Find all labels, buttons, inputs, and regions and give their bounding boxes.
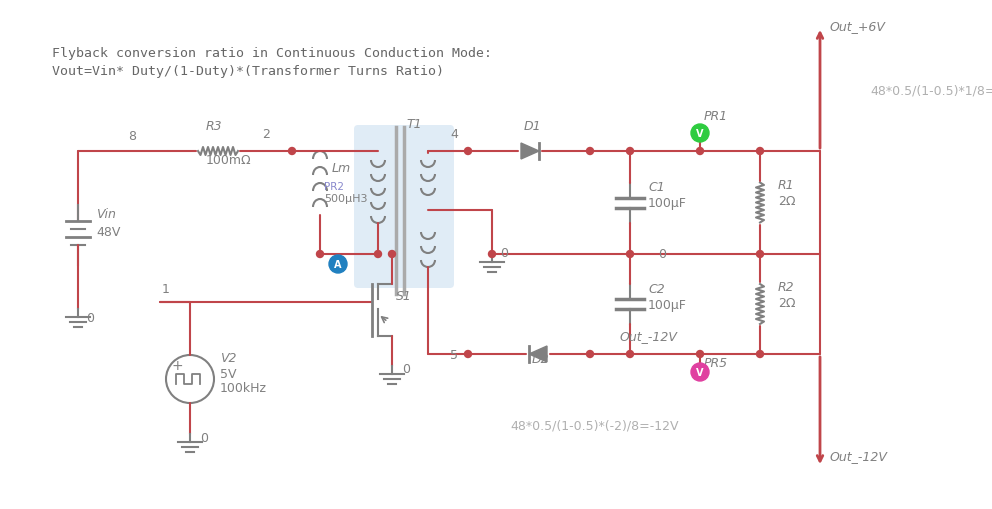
- Circle shape: [691, 363, 709, 381]
- Text: C1: C1: [648, 181, 665, 194]
- Circle shape: [691, 125, 709, 143]
- Circle shape: [627, 351, 634, 358]
- Text: PR2: PR2: [324, 182, 344, 191]
- Text: PR1: PR1: [704, 110, 728, 123]
- Text: 5V: 5V: [220, 367, 236, 380]
- Text: 4: 4: [450, 128, 458, 140]
- Text: D1: D1: [524, 120, 542, 133]
- Text: 5: 5: [450, 348, 458, 361]
- Text: 100μF: 100μF: [648, 298, 686, 312]
- Circle shape: [757, 148, 764, 155]
- Text: T1: T1: [406, 118, 422, 131]
- Text: PR5: PR5: [704, 356, 728, 369]
- Text: V: V: [696, 367, 703, 377]
- Text: Lm: Lm: [332, 162, 351, 175]
- Text: Out_+6V: Out_+6V: [830, 20, 886, 33]
- Text: V: V: [696, 129, 703, 139]
- Text: 2Ω: 2Ω: [778, 296, 796, 309]
- Circle shape: [757, 351, 764, 358]
- Text: 0: 0: [200, 431, 208, 444]
- Text: A: A: [334, 260, 342, 269]
- Polygon shape: [521, 144, 539, 160]
- Circle shape: [627, 148, 634, 155]
- Circle shape: [696, 148, 703, 155]
- Text: D2: D2: [532, 352, 550, 365]
- Text: Flyback conversion ratio in Continuous Conduction Mode:: Flyback conversion ratio in Continuous C…: [52, 47, 492, 60]
- Text: 2Ω: 2Ω: [778, 195, 796, 208]
- Circle shape: [464, 351, 471, 358]
- Circle shape: [316, 251, 323, 258]
- Text: 8: 8: [128, 130, 136, 143]
- Circle shape: [375, 251, 382, 258]
- Polygon shape: [529, 346, 547, 362]
- Text: Out_-12V: Out_-12V: [830, 449, 888, 462]
- Text: Out_-12V: Out_-12V: [620, 329, 678, 343]
- Text: 0: 0: [500, 246, 508, 260]
- Circle shape: [488, 251, 495, 258]
- Text: 0: 0: [402, 362, 410, 375]
- Text: 0: 0: [86, 312, 94, 324]
- Circle shape: [389, 251, 396, 258]
- Text: Vin: Vin: [96, 208, 116, 220]
- Text: 0: 0: [658, 247, 666, 261]
- Circle shape: [757, 251, 764, 258]
- Circle shape: [329, 256, 347, 273]
- Text: 100kHz: 100kHz: [220, 381, 267, 394]
- Text: C2: C2: [648, 282, 665, 295]
- Text: 48*0.5/(1-0.5)*1/8=6V: 48*0.5/(1-0.5)*1/8=6V: [870, 85, 992, 98]
- Text: 1: 1: [162, 282, 170, 295]
- Circle shape: [696, 351, 703, 358]
- Text: 48V: 48V: [96, 225, 120, 239]
- Text: 2: 2: [262, 128, 270, 140]
- Text: R2: R2: [778, 280, 795, 293]
- Circle shape: [289, 148, 296, 155]
- Text: 48*0.5/(1-0.5)*(-2)/8=-12V: 48*0.5/(1-0.5)*(-2)/8=-12V: [510, 419, 679, 432]
- Circle shape: [586, 351, 593, 358]
- Circle shape: [464, 148, 471, 155]
- Text: 100μF: 100μF: [648, 197, 686, 210]
- Circle shape: [627, 251, 634, 258]
- Text: Vout=Vin* Duty/(1-Duty)*(Transformer Turns Ratio): Vout=Vin* Duty/(1-Duty)*(Transformer Tur…: [52, 65, 444, 78]
- Text: R1: R1: [778, 179, 795, 192]
- Text: +: +: [171, 358, 183, 372]
- Text: S1: S1: [396, 290, 412, 302]
- Circle shape: [586, 148, 593, 155]
- Text: 500μH3: 500μH3: [324, 193, 367, 204]
- Text: V2: V2: [220, 351, 236, 364]
- Text: R3: R3: [205, 120, 222, 133]
- FancyBboxPatch shape: [354, 126, 454, 289]
- Text: 100mΩ: 100mΩ: [206, 154, 252, 166]
